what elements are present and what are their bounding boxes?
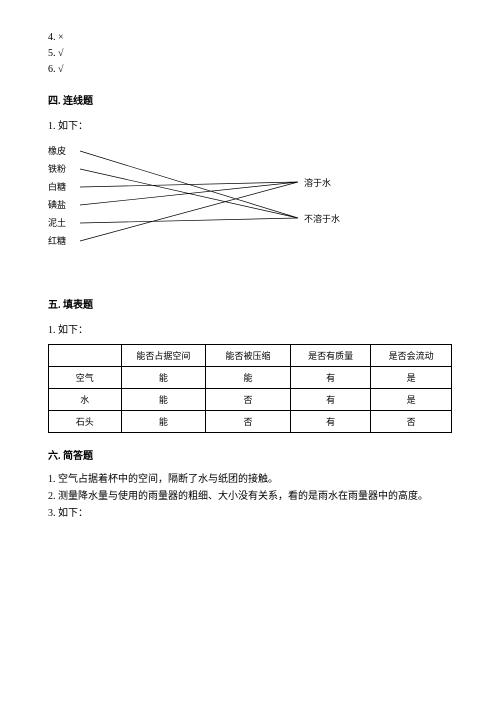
matching-left-item: 红糖 bbox=[48, 232, 66, 250]
table-header-cell bbox=[49, 345, 122, 367]
table-row: 水能否有是 bbox=[49, 389, 452, 411]
table-header-cell: 是否会流动 bbox=[371, 345, 452, 367]
table-cell: 是 bbox=[371, 367, 452, 389]
matching-left-item: 泥土 bbox=[48, 214, 66, 232]
table-cell: 否 bbox=[206, 389, 291, 411]
table-header-cell: 能否被压缩 bbox=[206, 345, 291, 367]
answer-5: 5. √ bbox=[48, 46, 452, 62]
table-row: 空气能能有是 bbox=[49, 367, 452, 389]
fill-table: 能否占据空间能否被压缩是否有质量是否会流动 空气能能有是水能否有是石头能否有否 bbox=[48, 344, 452, 433]
matching-right-item: 不溶于水 bbox=[304, 210, 340, 246]
table-cell: 能 bbox=[206, 367, 291, 389]
table-row: 石头能否有否 bbox=[49, 411, 452, 433]
table-cell: 有 bbox=[290, 367, 371, 389]
matching-left-item: 铁粉 bbox=[48, 160, 66, 178]
table-cell: 水 bbox=[49, 389, 122, 411]
matching-left-item: 橡皮 bbox=[48, 142, 66, 160]
table-cell: 石头 bbox=[49, 411, 122, 433]
table-cell: 空气 bbox=[49, 367, 122, 389]
table-cell: 能 bbox=[121, 411, 206, 433]
matching-right-item: 溶于水 bbox=[304, 174, 340, 210]
answer-4: 4. × bbox=[48, 30, 452, 46]
section-6-heading: 六. 简答题 bbox=[48, 447, 452, 462]
matching-right-labels: 溶于水不溶于水 bbox=[304, 174, 340, 246]
table-header-cell: 能否占据空间 bbox=[121, 345, 206, 367]
answer-6-2: 2. 测量降水量与使用的雨量器的粗细、大小没有关系，看的是雨水在雨量器中的高度。 bbox=[48, 489, 452, 504]
section-5-heading: 五. 填表题 bbox=[48, 296, 452, 311]
table-cell: 能 bbox=[121, 367, 206, 389]
table-header-row: 能否占据空间能否被压缩是否有质量是否会流动 bbox=[49, 345, 452, 367]
matching-left-item: 白糖 bbox=[48, 178, 66, 196]
answer-6-3: 3. 如下： bbox=[48, 506, 452, 521]
answer-6-1: 1. 空气占据着杯中的空间，隔断了水与纸团的接触。 bbox=[48, 472, 452, 487]
section-4-heading: 四. 连线题 bbox=[48, 92, 452, 107]
table-body: 空气能能有是水能否有是石头能否有否 bbox=[49, 367, 452, 433]
table-cell: 有 bbox=[290, 389, 371, 411]
table-cell: 是 bbox=[371, 389, 452, 411]
table-cell: 有 bbox=[290, 411, 371, 433]
table-header-cell: 是否有质量 bbox=[290, 345, 371, 367]
section-4-sub: 1. 如下： bbox=[48, 117, 452, 132]
section-5-sub: 1. 如下： bbox=[48, 321, 452, 336]
matching-left-labels: 橡皮铁粉白糖碘盐泥土红糖 bbox=[48, 142, 66, 250]
table-cell: 否 bbox=[206, 411, 291, 433]
table-cell: 否 bbox=[371, 411, 452, 433]
table-cell: 能 bbox=[121, 389, 206, 411]
answer-6: 6. √ bbox=[48, 62, 452, 78]
matching-left-item: 碘盐 bbox=[48, 196, 66, 214]
matching-diagram: 橡皮铁粉白糖碘盐泥土红糖 溶于水不溶于水 bbox=[48, 142, 452, 282]
